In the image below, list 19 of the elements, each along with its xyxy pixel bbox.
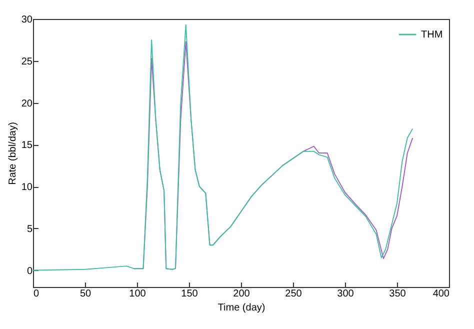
y-tick-label: 20 xyxy=(21,98,33,110)
x-tick-label: 350 xyxy=(389,288,406,300)
x-tick-label: 100 xyxy=(129,288,146,300)
y-tick-label: 0 xyxy=(26,266,33,277)
x-tick-label: 250 xyxy=(285,288,302,300)
y-axis-title: Rate (bbl/day) xyxy=(7,122,18,185)
line-series xyxy=(33,24,414,271)
x-tick-label: 300 xyxy=(337,288,354,300)
x-tick-label: 50 xyxy=(80,288,92,300)
x-tick-label: 150 xyxy=(181,288,198,300)
y-tick-label: 15 xyxy=(21,140,33,152)
y-tick-label: 10 xyxy=(21,182,33,193)
x-axis-title: Time (day) xyxy=(218,302,266,314)
x-tick-label: 400 xyxy=(432,288,450,300)
x-tick-label: 200 xyxy=(233,288,250,300)
y-tick-label: 5 xyxy=(26,224,33,235)
y-tick-label: 25 xyxy=(21,56,33,68)
y-tick-label: 30 xyxy=(21,14,33,26)
legend-label: THM xyxy=(421,30,443,40)
